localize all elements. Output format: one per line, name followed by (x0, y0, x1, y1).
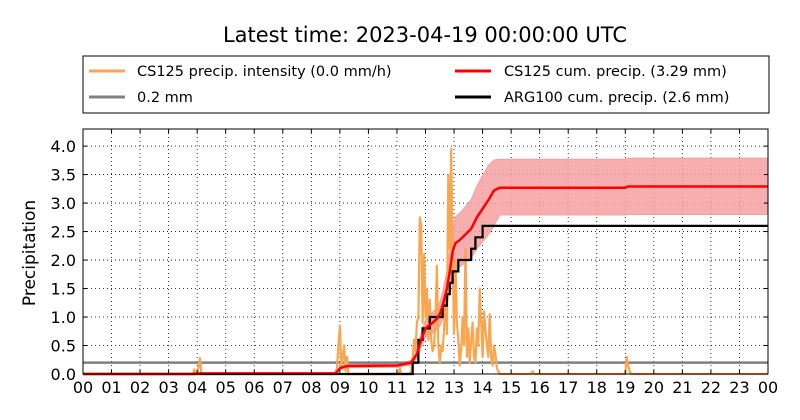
x-tick-label: 21 (672, 378, 692, 397)
x-tick-label: 05 (216, 378, 236, 397)
x-tick-label: 06 (244, 378, 264, 397)
plot-area: 00 01 02 03 04 05 06 07 08 09 10 11 12 13 14 15 16 17 18 19… (51, 128, 778, 397)
y-tick-label: 1.5 (51, 280, 76, 299)
y-tick-label: 2.0 (51, 251, 76, 270)
legend-frame (82, 55, 770, 114)
x-tick-label: 00 (758, 378, 778, 397)
x-tick-label: 10 (358, 378, 378, 397)
x-tick-label: 02 (130, 378, 150, 397)
intensity-line (83, 147, 768, 376)
y-tick-label: 3.0 (51, 194, 76, 213)
y-tick-label: 4.0 (51, 137, 76, 156)
legend: CS125 precip. intensity (0.0 mm/h) CS125… (82, 55, 770, 114)
x-tick-label: 12 (415, 378, 435, 397)
x-tick-label: 13 (444, 378, 464, 397)
x-tick-label: 01 (101, 378, 121, 397)
x-tick-label: 09 (330, 378, 350, 397)
chart-title: Latest time: 2023-04-19 00:00:00 UTC (223, 23, 627, 47)
x-tick-label: 22 (701, 378, 721, 397)
legend-label-arg100-cum: ARG100 cum. precip. (2.6 mm) (504, 90, 729, 106)
y-tick-label: 2.5 (51, 223, 76, 242)
x-tick-label: 20 (644, 378, 664, 397)
cs125-cum-line (83, 185, 768, 376)
x-tick-label: 23 (729, 378, 749, 397)
x-tick-label: 15 (501, 378, 521, 397)
x-tick-label: 04 (187, 378, 207, 397)
x-tick-label: 18 (587, 378, 607, 397)
x-tick-label: 17 (558, 378, 578, 397)
x-tick-label: 08 (301, 378, 321, 397)
y-tick-label: 0.0 (51, 365, 76, 384)
y-tick-label: 1.0 (51, 308, 76, 327)
y-tick-label: 0.5 (51, 337, 76, 356)
x-tick-label: 14 (472, 378, 492, 397)
x-tick-label: 19 (615, 378, 635, 397)
legend-label-cs125-cum: CS125 cum. precip. (3.29 mm) (504, 64, 727, 80)
x-tick-label: 11 (387, 378, 407, 397)
legend-label-threshold: 0.2 mm (137, 90, 193, 106)
y-axis-label: Precipitation (20, 200, 40, 306)
x-tick-label: 03 (158, 378, 178, 397)
legend-label-intensity: CS125 precip. intensity (0.0 mm/h) (137, 64, 392, 80)
arg100-cum-line (83, 224, 768, 376)
y-tick-label: 3.5 (51, 166, 76, 185)
x-tick-label: 00 (73, 378, 93, 397)
x-tick-label: 07 (273, 378, 293, 397)
x-tick-label: 16 (529, 378, 549, 397)
